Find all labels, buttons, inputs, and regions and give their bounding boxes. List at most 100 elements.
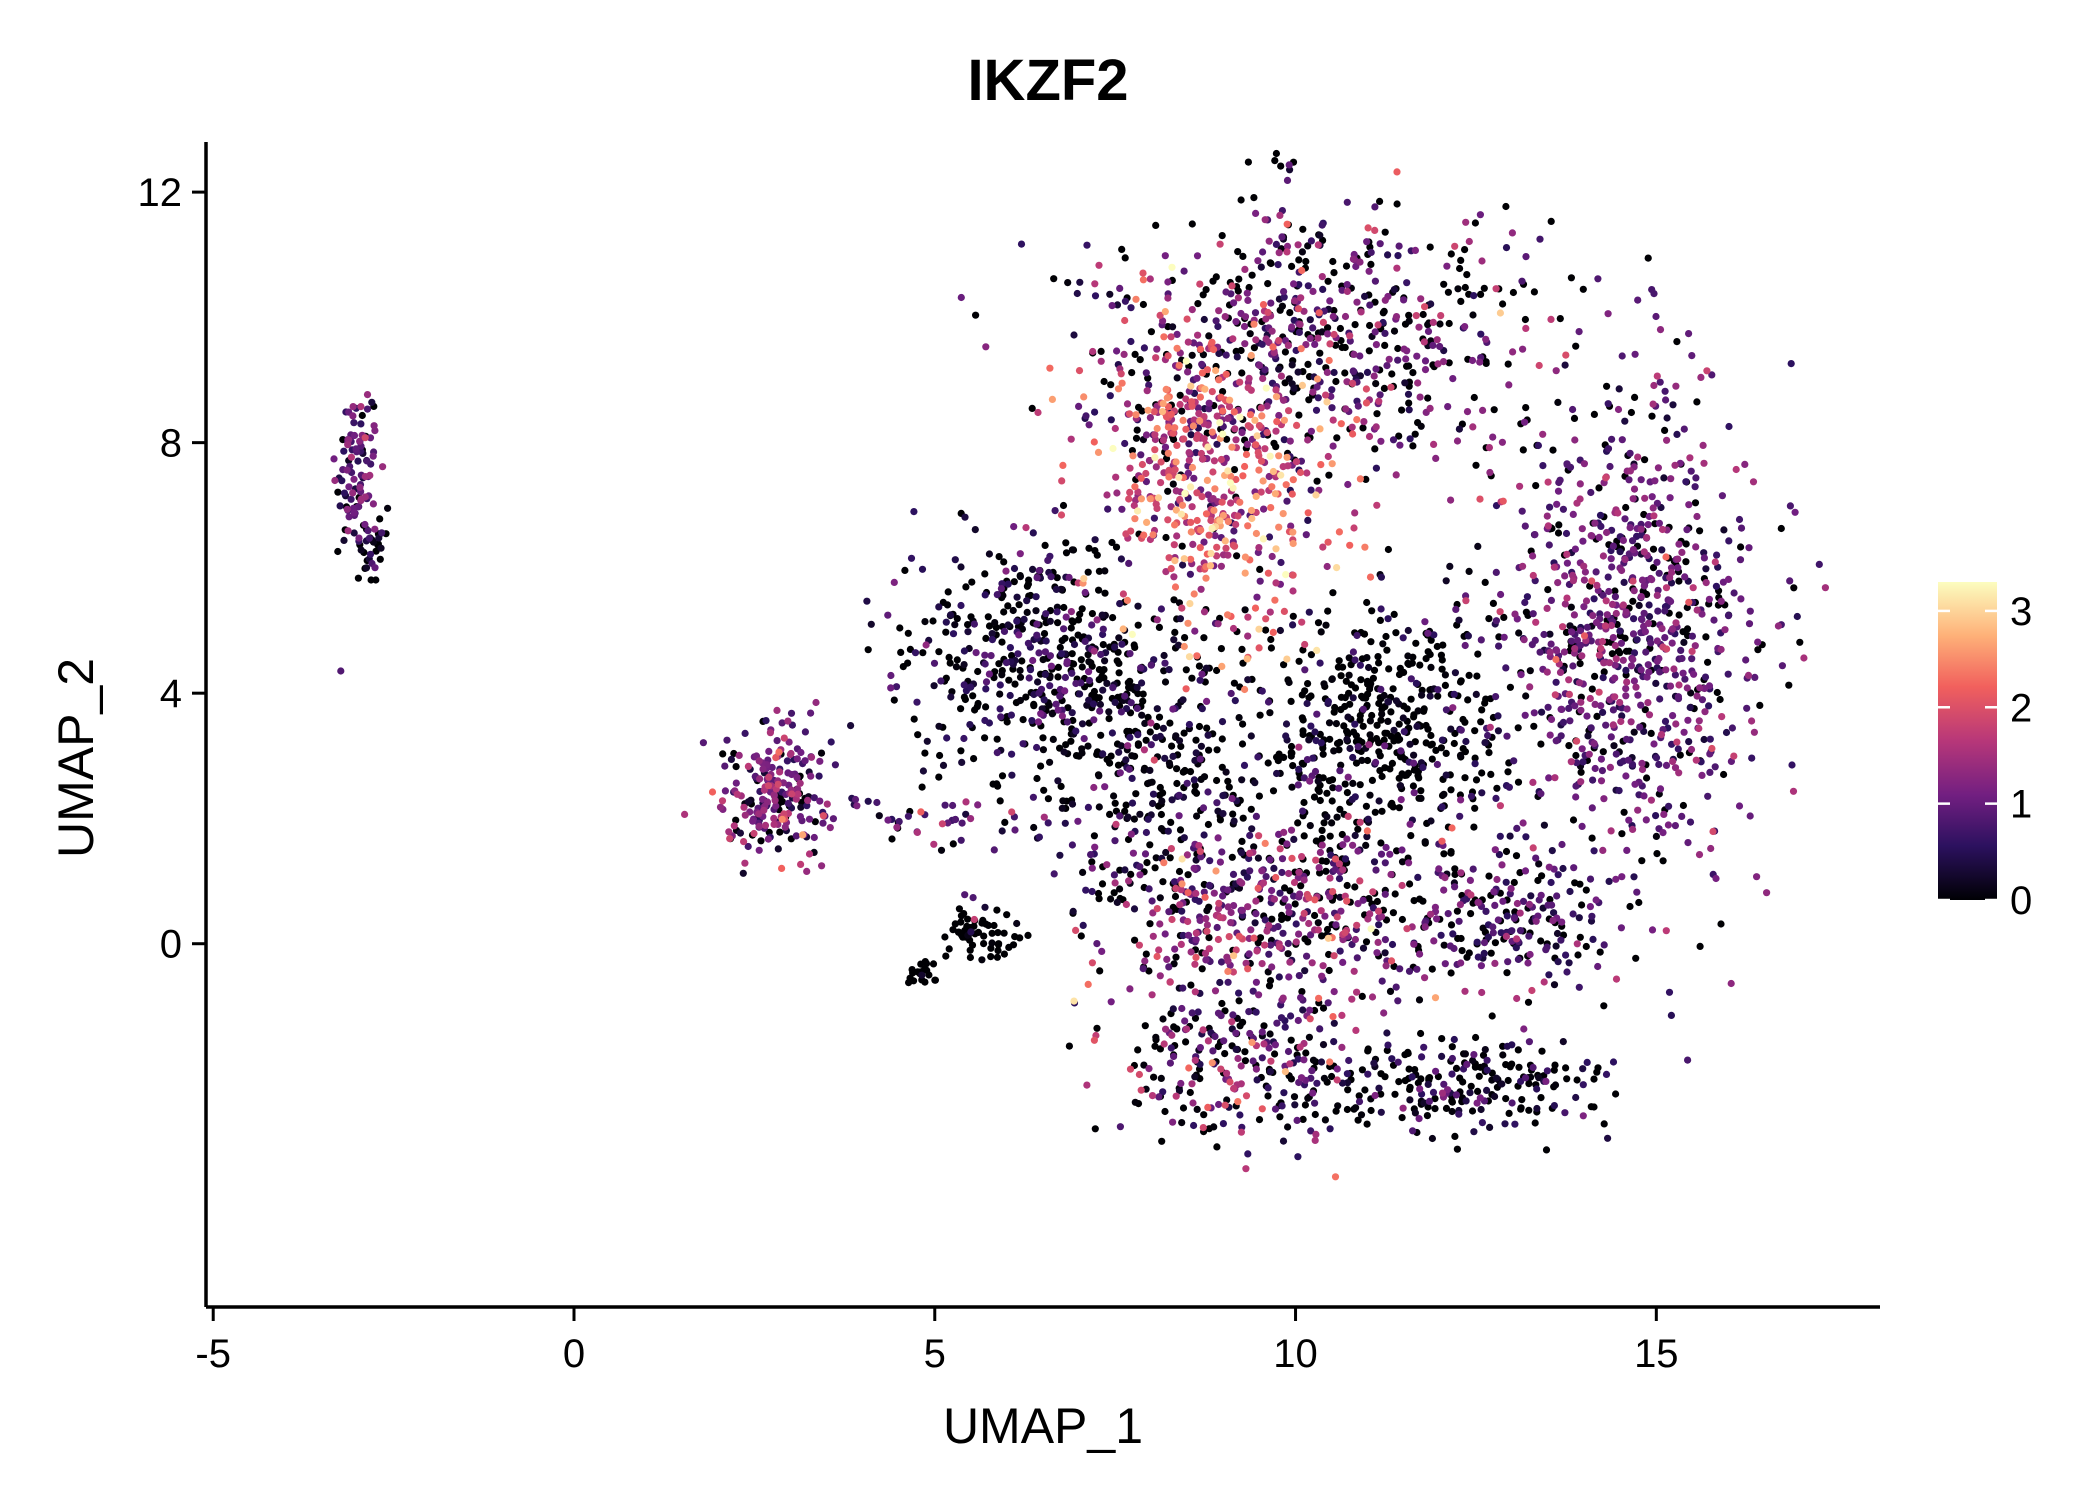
- cell-point: [1378, 807, 1386, 815]
- cell-point: [1406, 435, 1414, 443]
- cell-point: [1258, 867, 1266, 875]
- cell-point: [1172, 732, 1180, 740]
- cell-point: [1430, 937, 1438, 945]
- cell-point: [1529, 844, 1537, 852]
- cell-point: [1480, 949, 1488, 958]
- cell-point: [1500, 633, 1508, 641]
- cell-point: [1254, 257, 1262, 265]
- cell-point: [773, 706, 781, 715]
- cell-point: [1416, 950, 1424, 958]
- cell-point: [996, 690, 1004, 698]
- cell-point: [1025, 576, 1033, 584]
- cell-point: [1367, 1106, 1375, 1115]
- cell-point: [1215, 1100, 1223, 1109]
- cell-point: [1236, 498, 1244, 506]
- cell-point: [1661, 426, 1669, 434]
- cell-point: [1428, 1134, 1436, 1143]
- cell-point: [1540, 821, 1548, 829]
- cell-point: [1709, 827, 1717, 836]
- cell-point: [1146, 728, 1154, 736]
- cell-point: [1377, 839, 1385, 847]
- cell-point: [1611, 642, 1619, 650]
- cell-point: [1404, 652, 1412, 660]
- cell-point: [921, 978, 929, 986]
- cell-point: [960, 647, 969, 655]
- cell-point: [1614, 405, 1623, 414]
- cell-point: [1649, 564, 1658, 572]
- cell-point: [1255, 991, 1263, 999]
- cell-point: [1485, 749, 1493, 757]
- cell-point: [357, 546, 365, 554]
- cell-point: [1266, 856, 1274, 864]
- cell-point: [1230, 527, 1238, 535]
- cell-point: [1428, 965, 1436, 973]
- cell-point: [1075, 402, 1083, 410]
- cell-point: [997, 713, 1005, 721]
- cell-point: [1568, 637, 1576, 645]
- cell-point: [1637, 666, 1645, 674]
- cell-point: [1235, 275, 1243, 283]
- cell-point: [1362, 694, 1370, 702]
- cell-point: [1029, 529, 1037, 537]
- cell-point: [982, 634, 990, 643]
- cell-point: [1414, 379, 1422, 387]
- cell-point: [942, 674, 950, 682]
- cell-point: [330, 455, 338, 463]
- cell-point: [1128, 799, 1137, 807]
- cell-point: [1485, 872, 1493, 880]
- cell-point: [1221, 1101, 1229, 1109]
- cell-point: [1345, 671, 1353, 679]
- cell-point: [1517, 671, 1525, 679]
- cell-point: [1208, 338, 1216, 346]
- cell-point: [1530, 722, 1538, 730]
- cell-point: [1062, 539, 1070, 547]
- cell-point: [1333, 1065, 1341, 1073]
- cell-point: [1356, 475, 1364, 483]
- cell-point: [1251, 919, 1259, 927]
- cell-point: [1229, 810, 1237, 818]
- cell-point: [1493, 784, 1501, 792]
- cell-point: [1596, 610, 1604, 618]
- cell-point: [1590, 847, 1598, 855]
- cell-point: [1314, 926, 1322, 934]
- cell-point: [1175, 361, 1183, 369]
- cell-point: [1167, 1044, 1175, 1052]
- cell-point: [1489, 929, 1497, 937]
- cell-point: [1140, 746, 1148, 754]
- cell-point: [1295, 868, 1303, 876]
- cell-point: [1253, 947, 1261, 955]
- cell-point: [1563, 550, 1571, 559]
- cell-point: [1140, 1061, 1148, 1069]
- cell-point: [1506, 683, 1514, 691]
- cell-point: [1411, 246, 1419, 254]
- cell-point: [1275, 411, 1283, 420]
- cell-point: [1244, 422, 1252, 430]
- cell-point: [1198, 965, 1206, 973]
- cell-point: [350, 509, 358, 517]
- cell-point: [1390, 737, 1398, 745]
- cell-point: [1652, 832, 1660, 841]
- cell-point: [1268, 886, 1276, 895]
- cell-point: [1630, 649, 1639, 657]
- cell-point: [1273, 418, 1281, 426]
- cell-point: [981, 734, 989, 742]
- cell-point: [1789, 787, 1798, 795]
- cell-point: [1140, 531, 1148, 539]
- cell-point: [1117, 708, 1125, 716]
- cell-point: [1305, 894, 1313, 902]
- cell-point: [1173, 344, 1181, 352]
- cell-point: [958, 758, 966, 767]
- cell-point: [1277, 162, 1285, 170]
- cell-point: [1144, 713, 1152, 722]
- cell-point: [1218, 735, 1226, 743]
- cell-point: [1393, 200, 1401, 208]
- cell-point: [1272, 873, 1280, 882]
- cell-point: [1631, 393, 1639, 401]
- cell-point: [1461, 246, 1469, 254]
- cell-point: [957, 747, 965, 755]
- cell-point: [1160, 1040, 1168, 1048]
- cell-point: [1572, 793, 1580, 801]
- cell-point: [1001, 818, 1009, 827]
- cell-point: [1019, 740, 1027, 748]
- cell-point: [1163, 955, 1171, 964]
